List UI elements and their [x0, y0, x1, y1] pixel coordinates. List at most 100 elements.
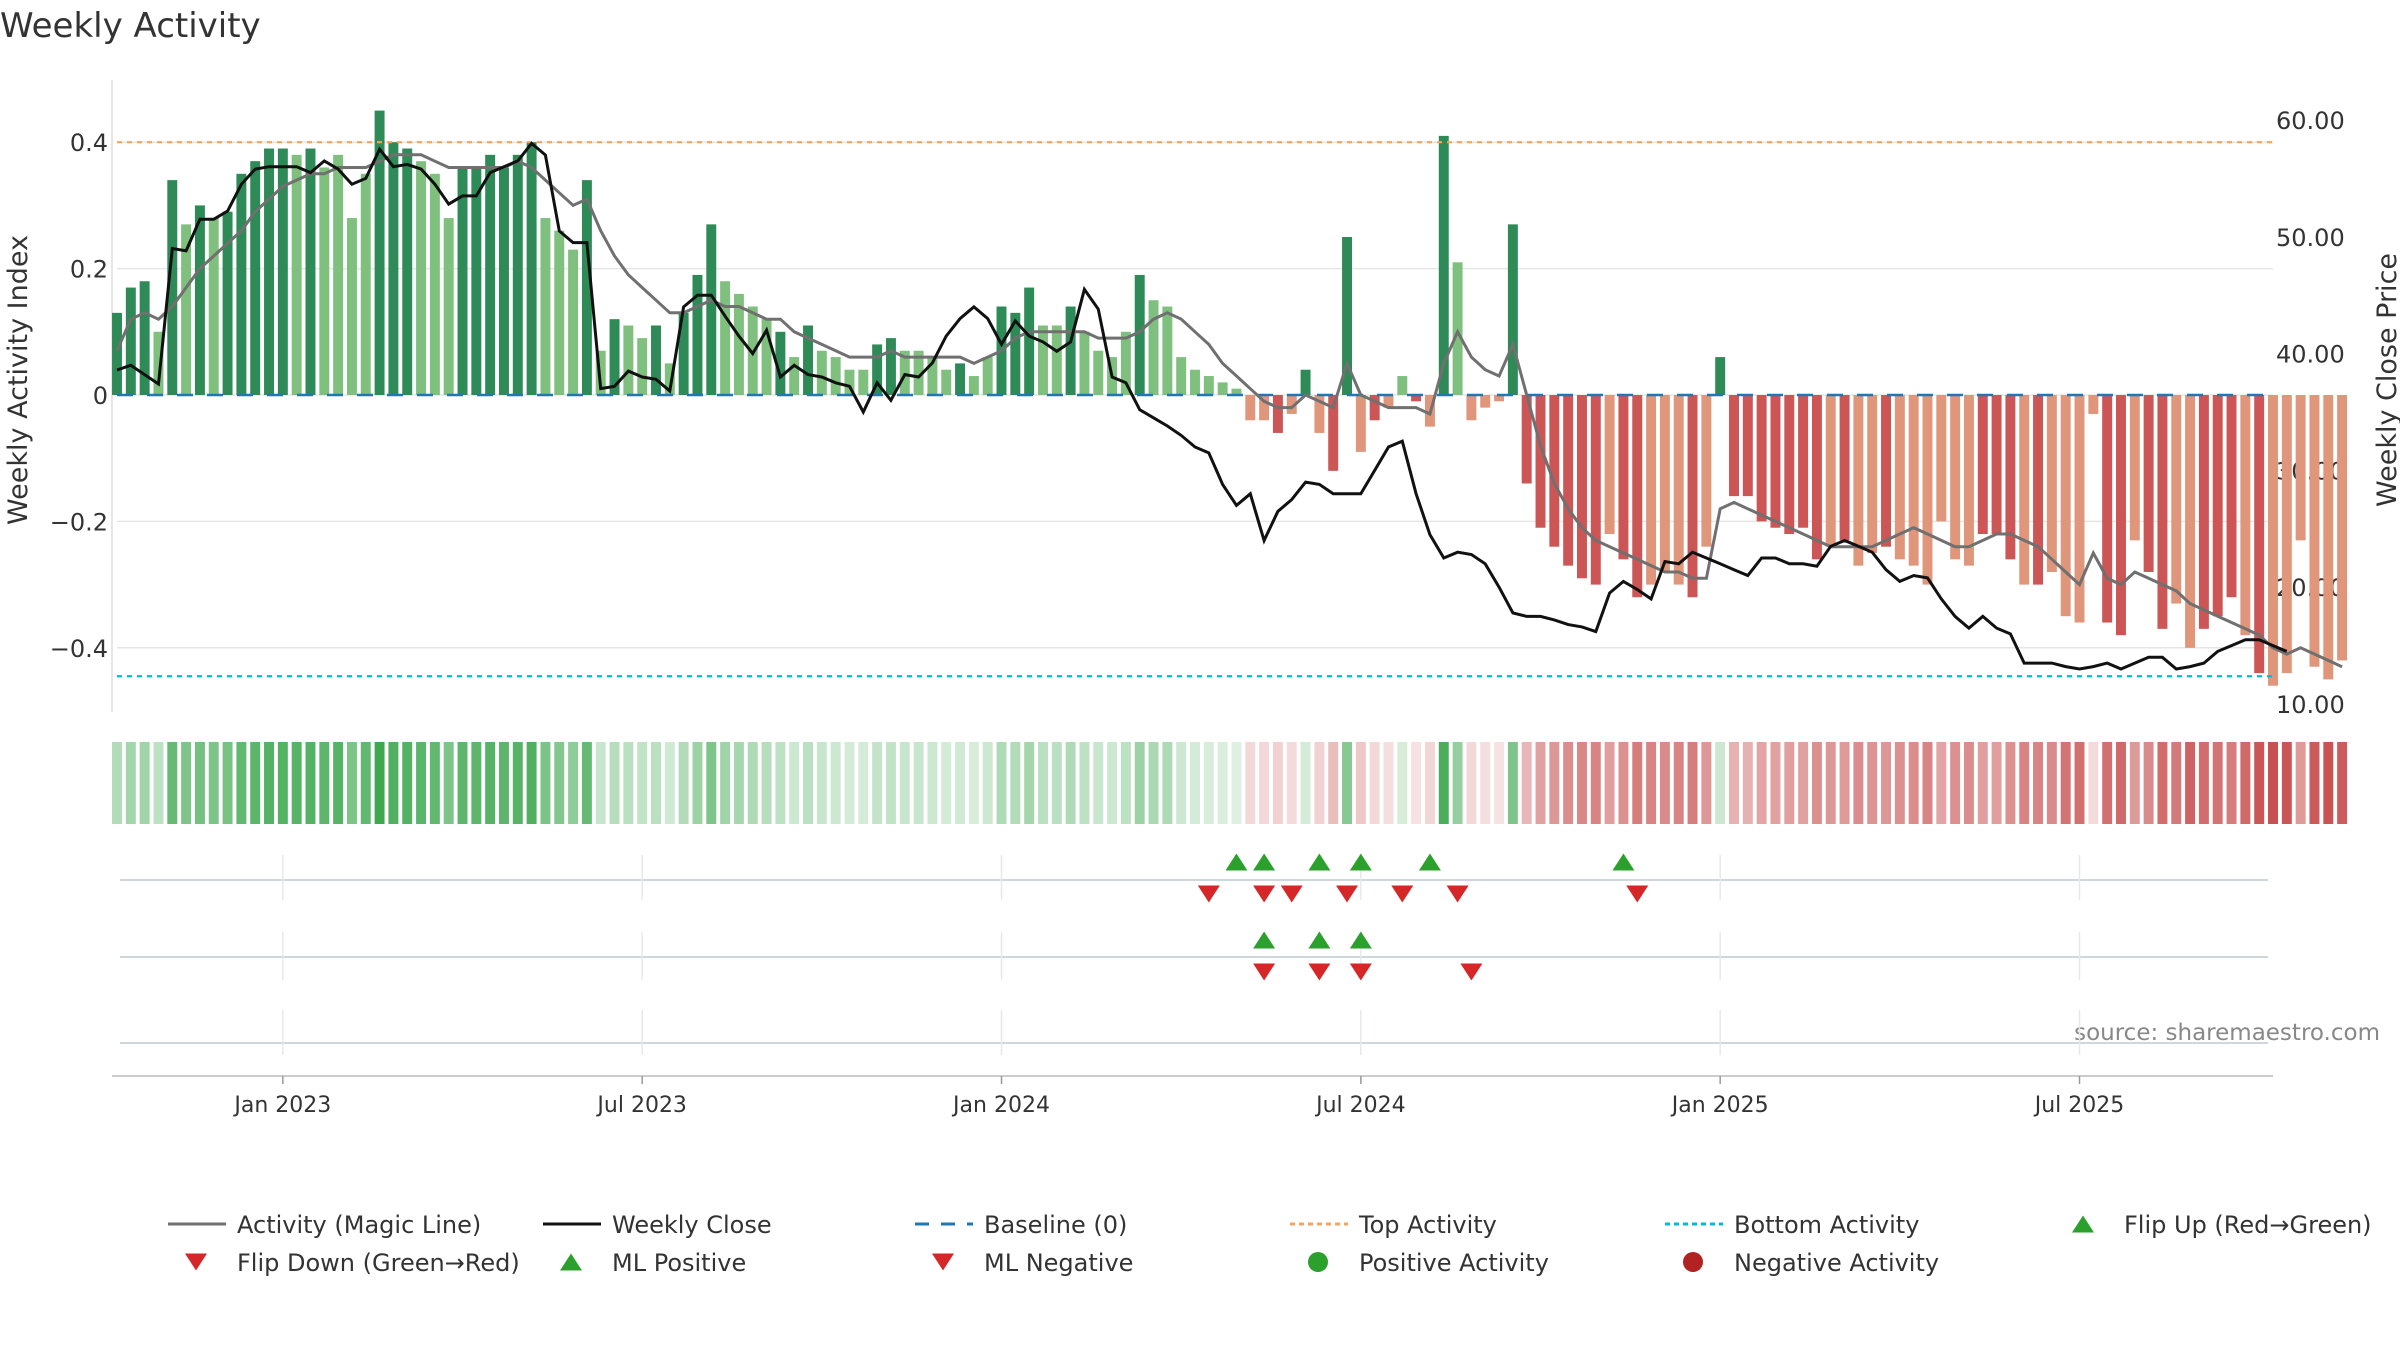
heat-cell [872, 742, 883, 824]
activity-bar [1452, 262, 1463, 395]
activity-bar [153, 331, 164, 395]
heat-cell [637, 742, 648, 824]
activity-bar [429, 173, 440, 395]
ml-positive-marker [1253, 931, 1276, 949]
flip-down-marker [1197, 885, 1220, 903]
flip-up-marker [1253, 853, 1276, 871]
heat-cell [1093, 742, 1104, 824]
activity-bar [305, 148, 316, 395]
flip-down-marker [1626, 885, 1649, 903]
activity-bar [1604, 395, 1615, 535]
source-credit: source: sharemaestro.com [2074, 1020, 2380, 1046]
activity-bar [1342, 237, 1353, 395]
heat-cell [1190, 742, 1200, 824]
heat-cell [1521, 742, 1532, 824]
heat-cell [692, 742, 703, 824]
heat-cell [2254, 742, 2265, 824]
activity-bar [706, 224, 717, 395]
activity-bar [1632, 395, 1643, 598]
x-tick-label: Jan 2025 [1670, 1093, 1769, 1118]
heat-cell [346, 742, 357, 824]
activity-bar [1908, 395, 1919, 566]
activity-bar [2019, 395, 2030, 585]
heat-cell [2157, 742, 2168, 824]
activity-bar [2143, 395, 2154, 572]
x-tick-label: Jul 2024 [1314, 1093, 1406, 1118]
x-tick-label: Jul 2023 [595, 1093, 687, 1118]
heat-cell [858, 742, 869, 824]
heat-cell [2226, 742, 2237, 824]
heat-cell [2198, 742, 2209, 824]
y-tick-label: −0.4 [50, 635, 108, 663]
activity-bar [1397, 376, 1408, 395]
legend-label: ML Negative [984, 1249, 1133, 1277]
heat-cell [1065, 742, 1076, 824]
activity-bar [402, 148, 413, 395]
activity-bar [2046, 395, 2057, 572]
activity-bar [1853, 395, 1864, 566]
heat-cell [1963, 742, 1974, 824]
activity-bar [1950, 395, 1961, 560]
legend-label: ML Positive [612, 1249, 746, 1277]
activity-bar [761, 319, 772, 395]
heat-cell [1673, 742, 1684, 824]
flip-down-marker [1280, 885, 1303, 903]
heat-cell [167, 742, 178, 824]
legend-swatch [2072, 1215, 2094, 1233]
heat-cell [2088, 742, 2099, 824]
heat-cell [1825, 742, 1836, 824]
heat-cell [2240, 742, 2251, 824]
heat-cell [1494, 742, 1505, 824]
activity-bar [1383, 395, 1394, 408]
heat-cell [485, 742, 496, 824]
heat-cell [955, 742, 966, 824]
heat-cell [1369, 742, 1380, 824]
heat-cell [1176, 742, 1187, 824]
heat-cell [1894, 742, 1905, 824]
heat-cell [540, 742, 551, 824]
heat-cell [1328, 742, 1339, 824]
activity-bar [1355, 395, 1366, 452]
heat-cell [1632, 742, 1643, 824]
heat-cell [1383, 742, 1394, 824]
heat-cell [125, 742, 136, 824]
activity-bar [609, 319, 620, 395]
activity-bar [2323, 395, 2334, 680]
activity-bar [1217, 382, 1228, 395]
heat-cell [1397, 742, 1408, 824]
activity-bar [1162, 306, 1173, 395]
heat-cell [429, 742, 440, 824]
heat-cell [471, 742, 482, 824]
heat-cell [319, 742, 330, 824]
heat-cell [2143, 742, 2154, 824]
activity-bar [678, 312, 689, 395]
activity-bar [125, 287, 136, 395]
legend-item: Negative Activity [1683, 1249, 1939, 1277]
activity-bar [830, 357, 841, 395]
heat-cell [1452, 742, 1463, 824]
heat-cell [1424, 742, 1435, 824]
heat-cell [1604, 742, 1615, 824]
heat-cell [2115, 742, 2126, 824]
legend-label: Bottom Activity [1734, 1211, 1919, 1239]
series-lines [115, 141, 2343, 671]
activity-bar [1881, 395, 1892, 547]
flip-down-marker [1446, 885, 1469, 903]
activity-bar [236, 173, 247, 395]
activity-bar [2240, 395, 2251, 636]
heat-cell [554, 742, 565, 824]
heat-cell [1314, 742, 1325, 824]
heat-cell [1811, 742, 1822, 824]
activity-bar [443, 218, 454, 395]
activity-bar [2033, 395, 2044, 585]
heat-cell [1010, 742, 1021, 824]
y-tick-label: 0.4 [70, 129, 108, 157]
heat-cell [913, 742, 924, 824]
activity-bar [2060, 395, 2071, 617]
flip-up-marker [1612, 853, 1635, 871]
flip-up-marker [1418, 853, 1441, 871]
activity-bar [1328, 395, 1339, 471]
legend: Activity (Magic Line) Weekly Close Baselin… [168, 1211, 2372, 1277]
activity-bar [1687, 395, 1698, 598]
activity-bar [346, 218, 357, 395]
